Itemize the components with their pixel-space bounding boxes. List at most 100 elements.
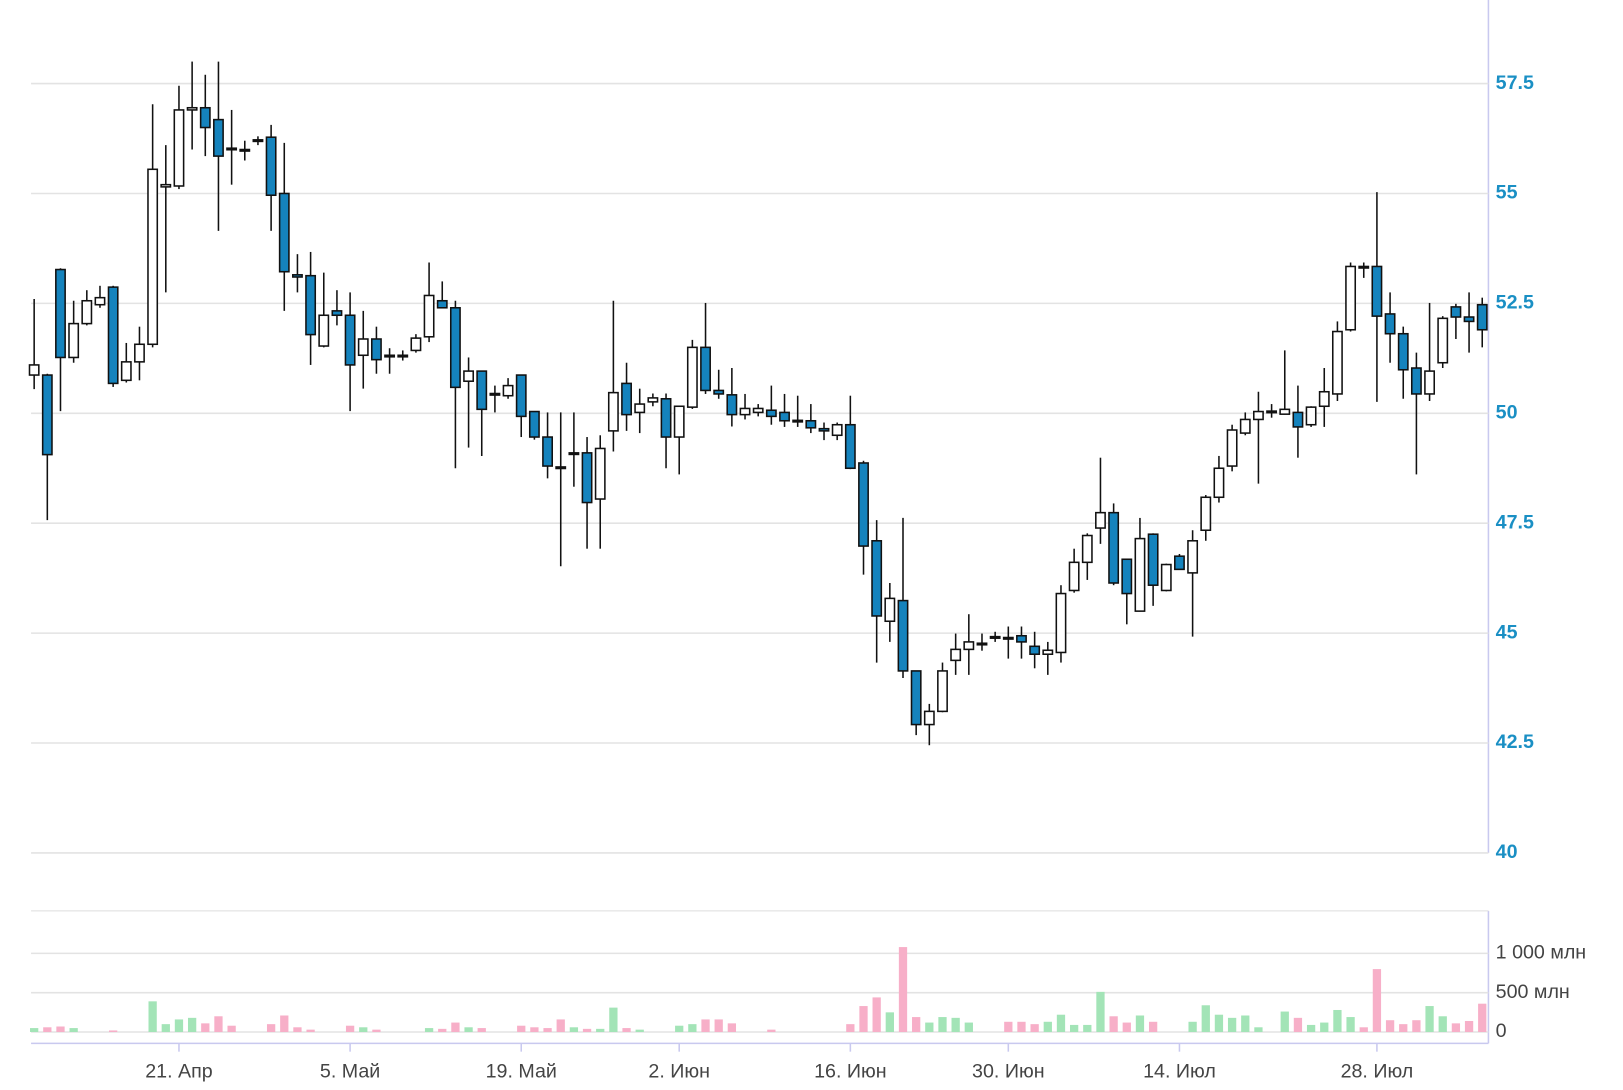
candle-body: [1226, 429, 1238, 467]
volume-bar: [280, 1015, 289, 1033]
candle-body: [28, 364, 40, 376]
volume-bar: [1293, 1017, 1303, 1033]
volume-bar: [438, 1028, 447, 1033]
candle-body: [1187, 540, 1199, 574]
x-tick-label: 30. Июн: [972, 1061, 1045, 1083]
volume-bar: [1241, 1015, 1250, 1033]
candle-body: [634, 403, 646, 414]
volume-bar: [872, 997, 881, 1033]
candle-body: [1384, 313, 1396, 335]
volume-bar: [675, 1025, 684, 1033]
candle-body: [858, 462, 869, 547]
candle-body: [752, 407, 764, 414]
volume-bar: [556, 1019, 565, 1033]
y-tick-label: 57.5: [1496, 72, 1534, 94]
volume-tick-label: 500 млн: [1496, 981, 1570, 1003]
y-tick-label: 52.5: [1496, 292, 1534, 314]
candle-body: [410, 337, 422, 352]
candle-body: [607, 391, 619, 432]
volume-bar: [938, 1017, 947, 1033]
candle-body: [423, 294, 435, 338]
candle-body: [1068, 561, 1080, 592]
candle-body: [173, 109, 185, 187]
volume-bar: [1201, 1005, 1210, 1033]
volume-bar: [1478, 1003, 1487, 1033]
candle-body: [94, 296, 106, 306]
candle-body: [160, 183, 172, 188]
volume-bar: [1359, 1027, 1368, 1033]
volume-tick-label: 1 000 млн: [1496, 942, 1587, 964]
volume-bar: [174, 1019, 184, 1033]
volume-bar: [1083, 1024, 1092, 1033]
candle-body: [134, 343, 145, 363]
x-tick-label: 28. Июл: [1341, 1061, 1414, 1083]
candle-body: [1450, 306, 1462, 318]
candle-body: [239, 148, 251, 152]
candle-body: [831, 423, 843, 437]
candle-body: [1279, 408, 1291, 415]
candle-body: [739, 407, 751, 416]
volume-bar: [306, 1029, 315, 1033]
candle-body: [107, 286, 119, 385]
volume-bar: [214, 1016, 223, 1033]
volume-bar: [1188, 1021, 1197, 1033]
candle-body: [1371, 265, 1383, 317]
volume-tick-label: 0: [1496, 1020, 1507, 1042]
candle-body: [528, 410, 540, 438]
y-tick-label: 47.5: [1496, 511, 1534, 533]
candle-body: [252, 139, 264, 143]
candle-body: [397, 354, 409, 358]
candle-body: [489, 392, 501, 396]
candle-body: [1160, 563, 1172, 592]
candle-body: [278, 192, 290, 273]
candle-body: [384, 354, 396, 358]
candle-body: [1147, 533, 1159, 586]
candle-body: [1029, 645, 1041, 655]
y-tick-label: 42.5: [1496, 731, 1534, 753]
volume-bar: [1227, 1017, 1237, 1033]
volume-bar: [1214, 1014, 1224, 1033]
volume-bar: [1096, 991, 1105, 1033]
volume-bar: [1122, 1022, 1131, 1033]
volume-bar: [1056, 1014, 1066, 1033]
volume-bar: [1135, 1015, 1145, 1033]
candle-body: [923, 710, 935, 726]
candle-body: [581, 452, 593, 504]
x-tick-label: 2. Июн: [648, 1061, 710, 1083]
candle-body: [844, 423, 856, 470]
volume-bar: [1412, 1020, 1421, 1033]
volume-bar: [1043, 1021, 1052, 1033]
candle-body: [950, 648, 962, 662]
candle-body: [910, 670, 922, 726]
candle-body: [700, 346, 711, 392]
volume-bar: [1438, 1016, 1447, 1033]
candle-body: [937, 670, 948, 713]
candle-body: [713, 389, 725, 395]
candle-body: [1410, 367, 1422, 395]
candle-body: [818, 427, 830, 432]
volume-bar: [464, 1027, 473, 1033]
volume-bar: [912, 1017, 921, 1033]
candle-body: [41, 374, 53, 456]
candle-body: [621, 382, 632, 416]
candle-body: [1476, 303, 1488, 331]
candle-body: [1463, 316, 1475, 323]
volume-bar: [293, 1027, 302, 1033]
candle-body: [1042, 649, 1054, 655]
volume-bar: [1372, 969, 1382, 1033]
volume-bar: [372, 1029, 381, 1033]
candle-body: [1437, 317, 1449, 364]
candle-body: [436, 299, 448, 309]
volume-bar: [1017, 1021, 1026, 1033]
candle-body: [81, 299, 93, 325]
volume-bar: [1280, 1011, 1289, 1033]
volume-bar: [1346, 1017, 1355, 1033]
candle-body: [1213, 467, 1225, 499]
candle-body: [68, 322, 80, 359]
candle-body: [1095, 511, 1106, 529]
candle-body: [1108, 511, 1120, 584]
volume-bar: [727, 1023, 737, 1033]
candle-body: [555, 466, 567, 470]
volume-bar: [635, 1029, 644, 1033]
